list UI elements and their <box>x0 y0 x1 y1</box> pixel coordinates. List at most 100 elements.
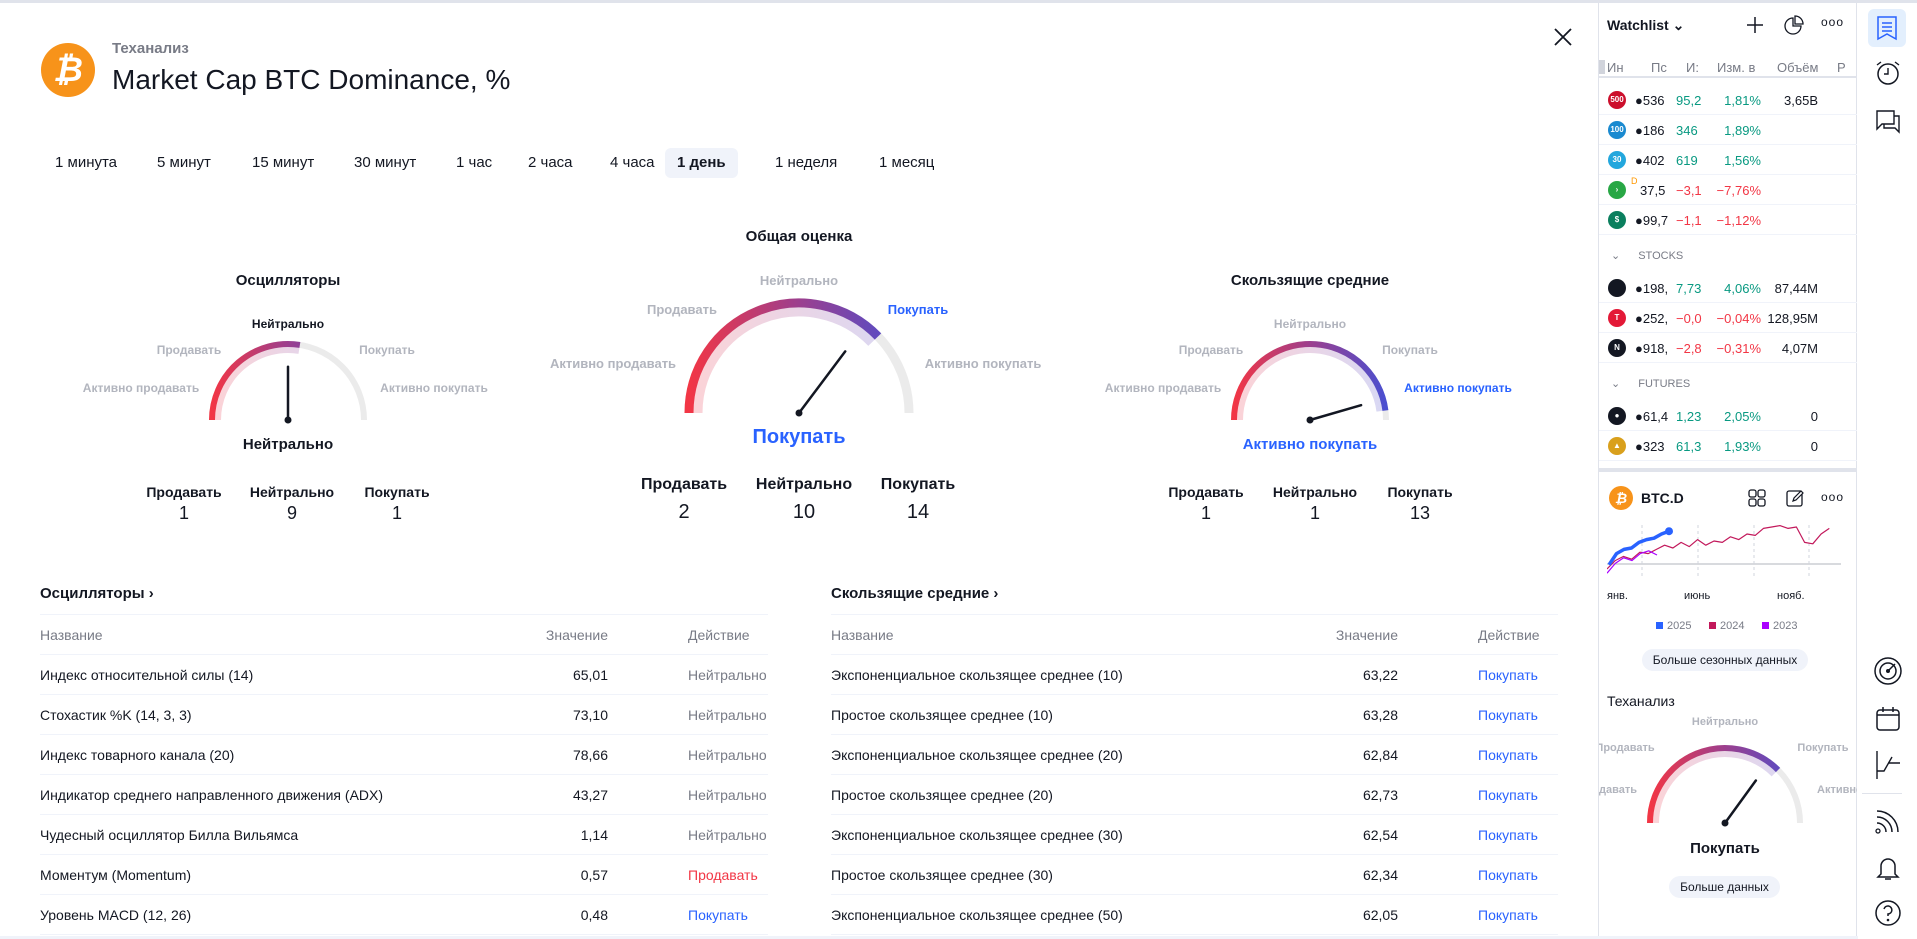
oscillators-link[interactable]: Осцилляторы › <box>40 579 768 615</box>
scroll-left-indicator <box>1599 60 1605 74</box>
table-row[interactable]: Простое скользящее среднее (20) 62,73 Поку… <box>831 775 1558 815</box>
table-row[interactable]: Чудесный осциллятор Билла Вильямса 1,14 Не… <box>40 815 768 855</box>
change: 346 <box>1676 123 1698 138</box>
watchlist-row[interactable]: › D 37,5 −3,1 −7,76% <box>1599 175 1857 205</box>
indicator-action: Покупать <box>1478 866 1538 883</box>
watchlist-row[interactable]: ●198, 7,73 4,06% 87,44M <box>1599 273 1857 303</box>
indicator-action: Покупать <box>1478 826 1538 843</box>
tab-8[interactable]: 1 неделя <box>775 154 838 171</box>
watchlist-row[interactable]: ▲ ●323 61,3 1,93% 0 <box>1599 431 1857 461</box>
gauge-track <box>1647 745 1803 824</box>
table-row[interactable]: Индекс товарного канала (20) 78,66 Нейтрал… <box>40 735 768 775</box>
tab-9[interactable]: 1 месяц <box>879 154 935 171</box>
more-data-button[interactable]: Больше данных <box>1669 876 1780 898</box>
tab-6[interactable]: 4 часа <box>610 154 655 171</box>
tab-0[interactable]: 1 минута <box>55 154 118 171</box>
count-value: 13 <box>1409 503 1431 523</box>
column-header[interactable]: Изм. в <box>1717 60 1756 75</box>
count-value: 1 <box>178 503 190 523</box>
table-row[interactable]: Индекс относительной силы (14) 65,01 Нейтр… <box>40 655 768 695</box>
count-value: 14 <box>906 501 930 523</box>
gauge-result: Покупать <box>752 426 846 448</box>
table-row[interactable]: Экспоненциальное скользящее среднее (20)… <box>831 735 1558 775</box>
gauge-pivot <box>1721 819 1729 827</box>
legend-item[interactable]: 2025 <box>1656 620 1691 632</box>
calendar-button[interactable] <box>1872 703 1904 735</box>
table-row[interactable]: Индикатор среднего направленного движени… <box>40 775 768 815</box>
column-header[interactable]: Ин <box>1607 60 1624 75</box>
grid-icon[interactable] <box>1747 488 1767 508</box>
tab-3[interactable]: 30 минут <box>354 154 417 171</box>
watchlist-row[interactable]: 500 ●536 95,2 1,81% 3,65B <box>1599 85 1857 115</box>
table-row[interactable]: Экспоненциальное скользящее среднее (50)… <box>831 895 1558 935</box>
add-symbol-icon[interactable] <box>1745 15 1765 35</box>
column-header[interactable]: Объём <box>1777 60 1819 75</box>
month-label: июнь <box>1684 590 1711 602</box>
gauge-pivot <box>795 409 803 417</box>
close-button[interactable] <box>1550 24 1576 50</box>
more-seasonal-button[interactable]: Больше сезонных данных <box>1642 649 1808 671</box>
col-name: Название <box>40 626 103 643</box>
more-icon[interactable]: ooo <box>1821 15 1845 29</box>
moving-averages-link[interactable]: Скользящие средние › <box>831 579 1558 615</box>
news-button[interactable] <box>1872 805 1904 837</box>
watchlist-icon <box>1877 16 1897 41</box>
indicator-value: 0,48 <box>580 906 608 923</box>
watchlist-row[interactable]: T ●252, −0,0 −0,04% 128,95M <box>1599 303 1857 333</box>
ta-result: Покупать <box>1690 840 1760 857</box>
table-row[interactable]: Экспоненциальное скользящее среднее (30)… <box>831 815 1558 855</box>
group-header[interactable]: ⌄ FUTURES <box>1611 377 1811 390</box>
indicator-value: 78,66 <box>572 746 608 763</box>
legend-item[interactable]: 2023 <box>1762 620 1797 632</box>
tab-7[interactable]: 1 день <box>665 148 738 178</box>
table-row[interactable]: Моментум (Momentum) 0,57 Продавать <box>40 855 768 895</box>
tab-5[interactable]: 2 часа <box>528 154 573 171</box>
last-price: 37,5 <box>1640 183 1666 198</box>
alarm-clock-icon <box>1876 61 1900 85</box>
edit-icon[interactable] <box>1785 488 1805 508</box>
table-row[interactable]: Экспоненциальное скользящее среднее (10)… <box>831 655 1558 695</box>
delayed-flag: D <box>1631 176 1638 186</box>
scale-label-neutral: Нейтрально <box>1273 317 1347 331</box>
watchlist-row[interactable]: 30 ●402 619 1,56% <box>1599 145 1857 175</box>
scale-label-neutral: Нейтрально <box>759 273 839 288</box>
help-button[interactable] <box>1872 897 1904 929</box>
table-row[interactable]: Простое скользящее среднее (30) 62,34 Поку… <box>831 855 1558 895</box>
watchlist-row[interactable]: 100 ●186 346 1,89% <box>1599 115 1857 145</box>
indicator-value: 63,28 <box>1362 706 1398 723</box>
legend-swatch <box>1709 622 1716 629</box>
more-icon[interactable]: ooo <box>1821 490 1845 504</box>
screener-button[interactable] <box>1872 655 1904 687</box>
watchlist-row[interactable]: ● ●61,4 1,23 2,05% 0 <box>1599 401 1857 431</box>
pie-chart-icon[interactable] <box>1783 14 1805 36</box>
table-row[interactable]: Стохастик %K (14, 3, 3) 73,10 Нейтрально <box>40 695 768 735</box>
notifications-button[interactable] <box>1872 852 1904 884</box>
legend-item[interactable]: 2024 <box>1709 620 1744 632</box>
table-row[interactable]: Уровень MACD (12, 26) 0,48 Покупать <box>40 895 768 935</box>
alerts-button[interactable] <box>1872 57 1904 89</box>
table-row[interactable]: Простое скользящее среднее (10) 63,28 Поку… <box>831 695 1558 735</box>
watchlist-row[interactable]: N ●918, −2,8 −0,31% 4,07M <box>1599 333 1857 363</box>
indicator-name: Экспоненциальное скользящее среднее (20) <box>831 746 1123 763</box>
panel-resizer[interactable] <box>1599 468 1857 472</box>
column-header[interactable]: Р <box>1837 60 1846 75</box>
column-header[interactable]: И: <box>1686 60 1699 75</box>
gauge-pivot <box>284 416 292 424</box>
group-name: FUTURES <box>1638 378 1691 390</box>
tab-2[interactable]: 15 минут <box>252 154 315 171</box>
gauge-needle <box>1308 403 1363 422</box>
watchlist-row[interactable]: $ ●99,7 −1,1 −1,12% <box>1599 205 1857 235</box>
column-header[interactable]: Пс <box>1651 60 1667 75</box>
watchlist-columns: Ин Пс И: Изм. в Объём Р <box>1599 57 1857 78</box>
chats-button[interactable] <box>1872 105 1904 137</box>
gauge-needle <box>797 350 847 415</box>
count-label: Нейтрально <box>249 484 335 500</box>
indicator-value: 63,22 <box>1362 666 1398 683</box>
watchlist-button[interactable] <box>1868 9 1906 47</box>
group-header[interactable]: ⌄ STOCKS <box>1611 249 1811 262</box>
legend-label: 2025 <box>1667 620 1692 632</box>
tab-1[interactable]: 5 минут <box>157 154 211 171</box>
tab-4[interactable]: 1 час <box>456 154 493 171</box>
drawing-button[interactable] <box>1872 749 1904 781</box>
watchlist-selector[interactable]: Watchlist ⌄ <box>1607 17 1685 33</box>
